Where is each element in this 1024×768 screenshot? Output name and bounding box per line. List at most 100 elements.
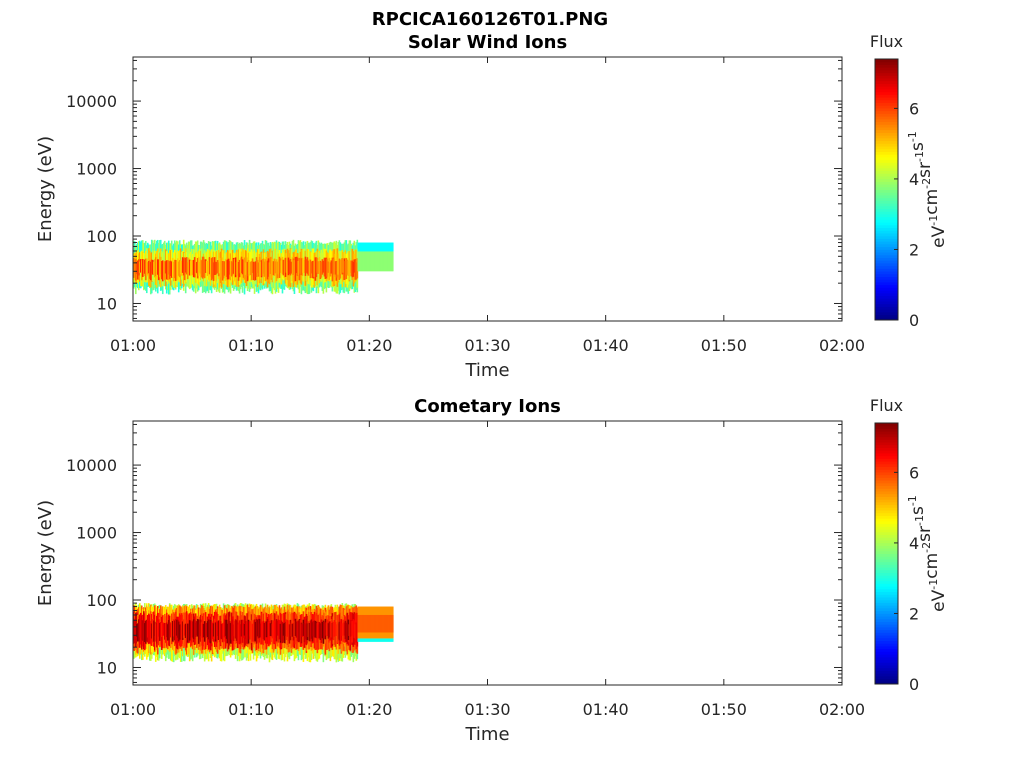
flux-cell	[327, 261, 330, 273]
flux-cell	[135, 259, 137, 281]
flux-cell	[372, 614, 375, 633]
flux-cell	[165, 622, 168, 638]
flux-cell	[309, 620, 312, 642]
flux-cell	[384, 242, 387, 252]
flux-cell	[381, 614, 384, 633]
flux-cell	[152, 620, 155, 642]
flux-cell	[329, 262, 332, 277]
flux-cell	[361, 242, 364, 252]
colorbar-step	[875, 227, 898, 231]
colorbar-step	[875, 186, 898, 190]
flux-cell	[193, 257, 196, 278]
flux-cell	[379, 242, 382, 252]
colorbar-step	[875, 83, 898, 87]
colorbar-step	[875, 425, 898, 429]
flux-cell	[268, 262, 271, 279]
flux-cell	[236, 260, 239, 276]
flux-cell	[296, 257, 299, 276]
colorbar-step	[875, 515, 898, 519]
colorbar-step	[875, 681, 898, 685]
flux-cell	[229, 623, 232, 644]
flux-cell	[146, 619, 149, 638]
colorbar-step	[875, 132, 898, 136]
flux-cell	[232, 257, 235, 274]
flux-cell	[358, 638, 361, 642]
colorbar-step	[875, 678, 898, 682]
flux-cell	[368, 242, 371, 252]
flux-cell	[157, 619, 160, 637]
flux-cell	[184, 623, 187, 638]
colorbar-step	[875, 279, 898, 283]
flux-cell	[244, 621, 247, 639]
colorbar-step	[875, 433, 898, 438]
flux-cell	[259, 261, 262, 279]
flux-cell	[158, 256, 161, 278]
colorbar-step	[875, 162, 898, 166]
unit-exponent: -1	[927, 215, 940, 226]
colorbar-unit-label: eV-1cm-2sr-1s-1	[906, 495, 949, 612]
flux-cell	[170, 261, 173, 278]
colorbar-step	[875, 281, 898, 286]
flux-cell	[202, 623, 205, 638]
colorbar-step	[875, 537, 898, 541]
flux-cell	[221, 623, 224, 643]
flux-cell	[367, 638, 370, 642]
colorbar-step	[875, 86, 898, 90]
colorbar-frame	[874, 58, 899, 321]
flux-cell	[345, 622, 348, 642]
colorbar-step	[875, 107, 898, 112]
flux-cell	[334, 261, 337, 275]
flux-cell	[133, 257, 135, 278]
colorbar-step	[875, 575, 898, 579]
flux-cell	[238, 620, 241, 645]
flux-cell	[361, 638, 364, 642]
colorbar-step	[875, 64, 898, 68]
flux-cell	[313, 620, 316, 638]
flux-cell	[231, 262, 234, 276]
colorbar-step	[875, 246, 898, 250]
flux-cell	[247, 260, 250, 277]
flux-cell	[299, 257, 302, 274]
flux-cell	[351, 260, 354, 278]
flux-cell	[216, 621, 219, 637]
flux-cell	[357, 638, 360, 642]
flux-cell	[278, 256, 281, 278]
flux-cell	[366, 251, 369, 272]
colorbar-step	[875, 306, 898, 310]
flux-cell	[382, 251, 385, 272]
y-tick-label: 1000	[76, 160, 117, 179]
flux-cell	[160, 261, 163, 280]
colorbar-step	[875, 580, 898, 584]
colorbar-step	[875, 564, 898, 568]
flux-cell	[209, 620, 212, 644]
flux-cell	[164, 261, 167, 274]
flux-cell	[181, 257, 184, 273]
flux-cell	[156, 621, 159, 643]
colorbar-step	[875, 469, 898, 473]
colorbar-step	[875, 523, 898, 527]
panels: Solar Wind Ions 01:00 01:10 01:20 01:30 01:40…	[35, 32, 949, 745]
flux-cell	[383, 614, 386, 633]
flux-cell	[380, 614, 383, 633]
flux-cell	[375, 251, 378, 272]
flux-cell	[386, 614, 389, 633]
colorbar-step	[875, 496, 898, 500]
flux-cell	[147, 620, 150, 644]
colorbar-tick-label: 4	[909, 170, 919, 189]
flux-cell	[254, 261, 257, 281]
flux-cell	[222, 261, 225, 279]
colorbar-frame	[874, 422, 899, 685]
flux-cell	[297, 620, 300, 643]
colorbar-step	[875, 99, 898, 103]
flux-cell	[374, 614, 377, 633]
flux-cell	[248, 261, 251, 274]
colorbar-step	[875, 529, 898, 533]
colorbar-step	[875, 284, 898, 288]
colorbar-step	[875, 192, 898, 196]
flux-cell	[326, 258, 329, 277]
colorbar-step	[875, 550, 898, 554]
flux-cell	[320, 261, 323, 278]
flux-cell	[237, 624, 240, 644]
colorbar-step	[875, 616, 898, 620]
flux-cell	[147, 261, 150, 274]
